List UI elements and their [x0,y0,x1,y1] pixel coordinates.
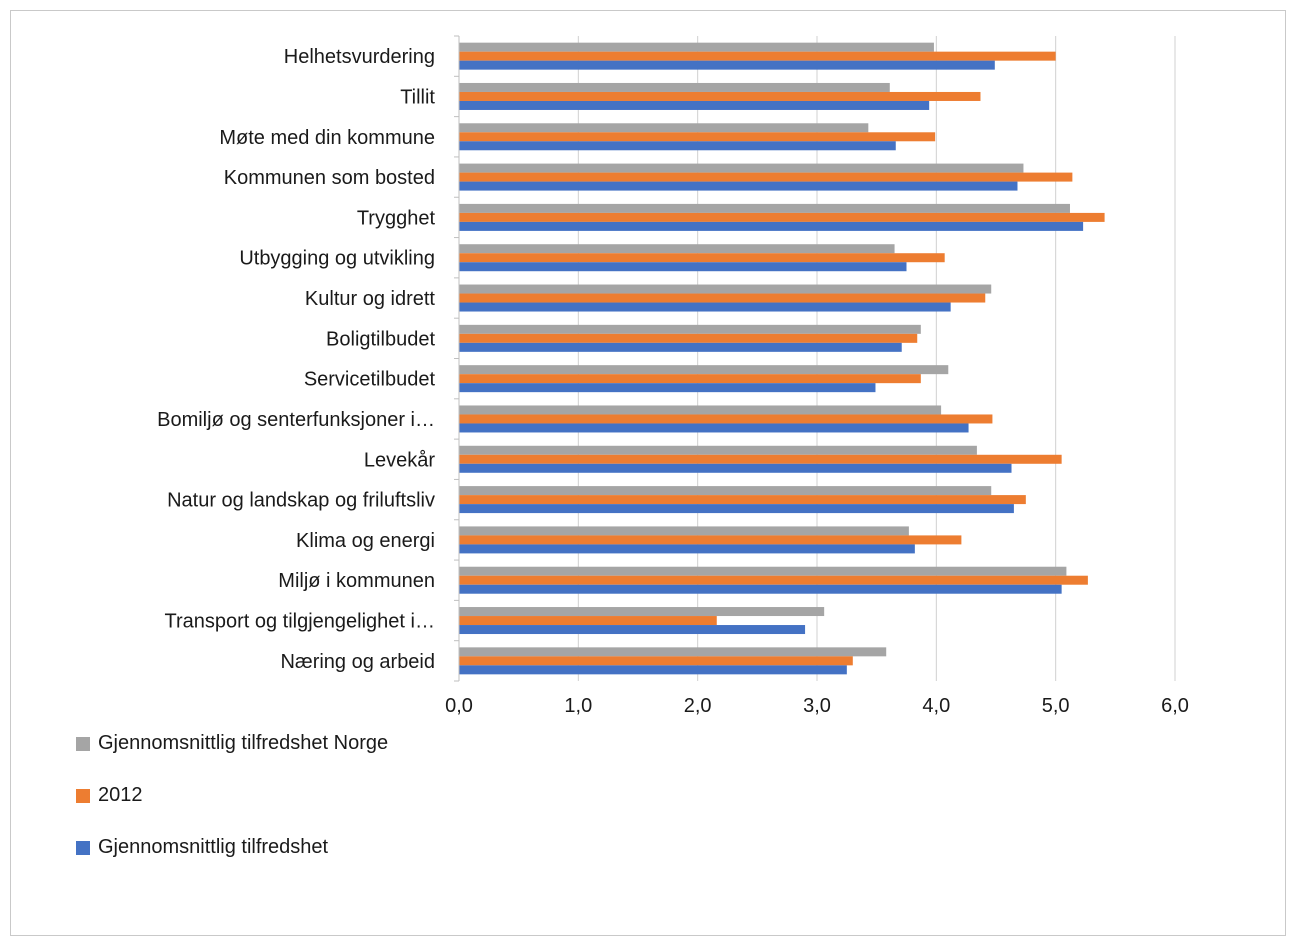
bar [459,647,887,657]
legend-label: Gjennomsnittlig tilfredshet Norge [98,732,389,754]
category-label: Klima og energi [296,530,435,552]
category-label: Møte med din kommune [219,127,435,149]
bar [459,82,890,92]
bar [459,414,993,424]
bars [459,42,1105,675]
legend-item: Gjennomsnittlig tilfredshet [76,836,328,859]
category-label: Helhetsvurdering [284,46,435,68]
bar [459,141,896,151]
bar [459,544,915,554]
x-tick-label: 4,0 [922,695,950,717]
bar [459,91,981,101]
bar [459,616,717,626]
x-tick-label: 3,0 [803,695,831,717]
bar [459,51,1056,61]
bar [459,463,1012,473]
bar [459,625,806,635]
bar [459,262,907,272]
bar [459,100,930,110]
bar [459,584,1062,594]
category-label: Næring og arbeid [280,651,435,673]
bar [459,607,825,617]
bar [459,454,1062,464]
category-label: Levekår [364,449,435,471]
category-label: Utbygging og utvikling [239,248,435,270]
bar [459,253,945,263]
bar [459,486,992,496]
bar [459,495,1026,505]
bar [459,383,876,393]
category-label: Bomiljø og senterfunksjoner i… [157,409,435,431]
bar [459,445,977,455]
category-label: Tillit [400,86,435,108]
category-labels: Helhetsvurdering Tillit Møte med din kommu… [157,46,435,673]
bar [459,342,902,352]
legend-label: Gjennomsnittlig tilfredshet [98,836,329,858]
tick-labels: 0,0 1,0 2,0 3,0 4,0 5,0 6,0 [445,695,1189,717]
bar [459,293,986,303]
category-label: Trygghet [357,207,436,229]
bar [459,333,918,343]
legend-item: 2012 [76,784,143,807]
bar [459,60,995,70]
bar [459,42,934,52]
bar [459,284,992,294]
category-label: Servicetilbudet [304,369,436,391]
bar [459,535,962,545]
bar [459,212,1105,222]
category-label: Kommunen som bosted [224,167,435,189]
bar [459,163,1024,173]
bar [459,244,895,254]
bar [459,172,1073,182]
bar [459,575,1088,585]
legend-label: 2012 [98,784,143,806]
legend-swatch [76,736,90,751]
bar [459,665,847,675]
bar [459,374,921,384]
bar [459,203,1070,213]
category-label: Boligtilbudet [326,328,435,350]
category-label: Kultur og idrett [305,288,436,310]
x-tick-label: 2,0 [684,695,712,717]
bar [459,365,949,375]
bar [459,504,1014,514]
x-tick-label: 1,0 [564,695,592,717]
bar [459,423,969,433]
axes [454,35,460,682]
legend-swatch [76,840,90,855]
bar [459,181,1018,191]
bar [459,302,951,312]
x-tick-label: 0,0 [445,695,473,717]
bar [459,526,909,536]
bar [459,566,1067,576]
bar [459,324,921,334]
bar [459,405,942,415]
bar [459,123,869,133]
x-tick-label: 5,0 [1042,695,1070,717]
legend-item: Gjennomsnittlig tilfredshet Norge [76,732,388,755]
category-label: Natur og landskap og friluftsliv [167,490,435,512]
bar [459,656,853,666]
category-label: Miljø i kommunen [278,570,435,592]
legend-swatch [76,788,90,803]
category-label: Transport og tilgjengelighet i… [164,611,435,633]
bar [459,132,936,142]
bar [459,221,1084,231]
x-tick-label: 6,0 [1161,695,1189,717]
